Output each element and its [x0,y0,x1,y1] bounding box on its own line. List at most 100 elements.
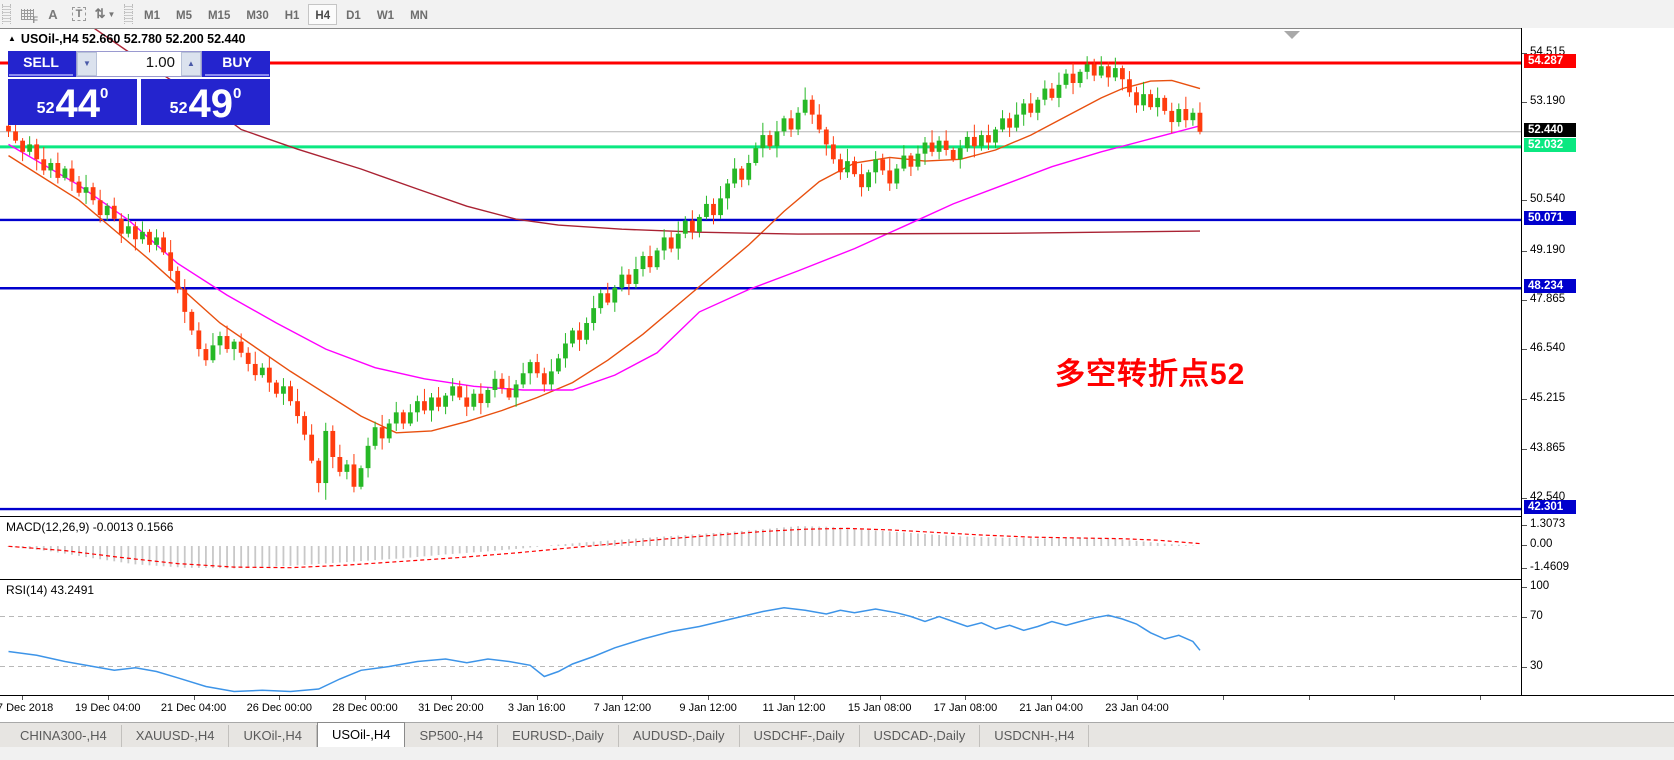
date-tick [1308,696,1310,700]
price-axis-tick: 50.540 [1521,193,1566,206]
tf-button-m1[interactable]: M1 [137,4,167,25]
date-tick [1394,696,1396,700]
buy-price-prefix: 52 [169,100,188,117]
date-tick [536,696,538,700]
price-axis-tick: 1.3073 [1521,518,1566,530]
tab-ukoil[interactable]: UKOil-,H4 [229,725,317,747]
price-axis-tick: 53.190 [1521,94,1566,107]
tab-usdcad[interactable]: USDCAD-,Daily [860,725,981,747]
sell-price-big: 44 [55,82,100,126]
rsi-panel: RSI(14) 43.2491 [0,579,1521,695]
chart-title: ▲ USOil-,H4 52.660 52.780 52.200 52.440 [8,32,246,46]
toolbar-grip2[interactable] [124,4,133,24]
date-label: 28 Dec 00:00 [332,702,398,714]
price-axis-tick: 100 [1521,580,1550,592]
price-badge: 52.032 [1524,137,1576,152]
sell-price-display[interactable]: 52 44 0 [8,79,137,125]
date-label: 11 Jan 12:00 [762,702,826,714]
tf-button-m5[interactable]: M5 [169,4,199,25]
trade-panel-top-row: SELL ▼ 1.00 ▲ BUY [8,51,270,77]
candles-layer [6,56,1203,500]
macd-panel: MACD(12,26,9) -0.0013 0.1566 [0,516,1521,578]
main-chart-canvas[interactable] [0,29,1521,516]
bottom-strip [0,747,1674,760]
price-axis-tick: 0.00 [1521,538,1553,550]
rsi-canvas[interactable] [0,580,1521,695]
tab-eurusd[interactable]: EURUSD-,Daily [498,725,619,747]
tab-china300[interactable]: CHINA300-,H4 [6,725,122,747]
text-box-tool-icon[interactable]: T [66,3,92,25]
tf-button-h1[interactable]: H1 [278,4,307,25]
tf-button-mn[interactable]: MN [403,4,435,25]
ma-fast [8,79,1201,434]
sell-price-sup: 0 [99,85,109,102]
date-tick [107,696,109,700]
price-badge: 50.071 [1524,210,1576,225]
chart-shift-marker-icon[interactable] [1284,31,1300,39]
top-toolbar: F A T ⇅ ▼ M1 M5 M15 M30 H1 H4 D1 W1 MN [0,0,1674,29]
date-tick [1222,696,1224,700]
price-badge: 54.287 [1524,54,1576,68]
rsi-label: RSI(14) 43.2491 [6,583,95,597]
symbols-grid-icon[interactable]: F [14,3,40,25]
volume-increase-button[interactable]: ▲ [181,52,201,76]
tab-usdchf[interactable]: USDCHF-,Daily [740,725,860,747]
date-axis[interactable]: 17 Dec 2018 19 Dec 04:00 21 Dec 04:00 26 De… [0,695,1674,723]
price-axis-tick: 43.865 [1521,441,1566,454]
tab-usoil[interactable]: USOil-,H4 [316,722,406,747]
tab-audusd[interactable]: AUDUSD-,Daily [619,725,740,747]
dropdown-caret-icon[interactable]: ▼ [107,9,116,19]
date-label: 21 Dec 04:00 [160,702,227,714]
buy-price-display[interactable]: 52 49 0 [141,79,270,125]
one-click-trading-panel: SELL ▼ 1.00 ▲ BUY 52 44 0 52 49 0 [8,51,270,125]
tab-usdcnh[interactable]: USDCNH-,H4 [980,725,1090,747]
date-tick [622,696,624,700]
symbol-tab-bar: CHINA300-,H4 XAUUSD-,H4 UKOil-,H4 USOil-… [0,722,1674,747]
price-axis-tick: 47.865 [1521,292,1566,305]
date-tick [708,696,710,700]
chart-annotation-text: 多空转折点52 [1055,358,1246,391]
main-chart-panel [0,28,1521,517]
tab-xauusd[interactable]: XAUUSD-,H4 [122,725,230,747]
price-badge: 48.234 [1524,279,1576,294]
toolbar-grip[interactable] [2,4,11,24]
arrange-objects-icon[interactable]: ⇅ ▼ [94,6,116,21]
text-label-tool-icon[interactable]: A [48,6,58,22]
collapse-triangle-icon[interactable]: ▲ [8,34,16,43]
date-tick [793,696,795,700]
ma-medium [8,125,1201,391]
date-tick [365,696,367,700]
tf-button-m15[interactable]: M15 [201,4,237,25]
date-tick [1480,696,1482,700]
tf-button-w1[interactable]: W1 [370,4,401,25]
macd-label: MACD(12,26,9) -0.0013 0.1566 [6,520,174,534]
tf-button-m30[interactable]: M30 [239,4,275,25]
date-label: 7 Jan 12:00 [593,702,652,714]
tab-sp500[interactable]: SP500-,H4 [405,725,499,747]
volume-decrease-button[interactable]: ▼ [77,52,97,76]
buy-price-sup: 0 [232,85,242,102]
tf-button-h4[interactable]: H4 [308,3,338,25]
sell-price-prefix: 52 [36,100,55,117]
buy-price-big: 49 [188,82,233,126]
price-axis-tick: 46.540 [1521,342,1566,355]
macd-canvas[interactable] [0,517,1521,578]
date-label: 19 Dec 04:00 [75,702,141,714]
price-axis-tick: 30 [1522,660,1543,672]
price-axis-tick: 70 [1522,610,1543,622]
date-label: 3 Jan 16:00 [507,702,566,714]
sell-button[interactable]: SELL [9,52,73,76]
horizontal-levels-layer [0,61,1521,511]
macd-signal-line [8,527,1201,569]
price-axis[interactable]: 54.515 53.190 50.540 49.190 47.865 46.540 45.2… [1521,28,1674,695]
price-axis-tick: 45.215 [1521,391,1566,404]
price-badge: 52.440 [1524,122,1576,137]
date-label: 31 Dec 20:00 [418,702,484,714]
date-tick [279,696,281,700]
tf-button-d1[interactable]: D1 [339,4,368,25]
date-tick [450,696,452,700]
price-badge: 42.301 [1524,500,1576,515]
buy-button[interactable]: BUY [205,52,269,76]
volume-value[interactable]: 1.00 [97,52,181,76]
date-label: 23 Jan 04:00 [1105,702,1169,714]
